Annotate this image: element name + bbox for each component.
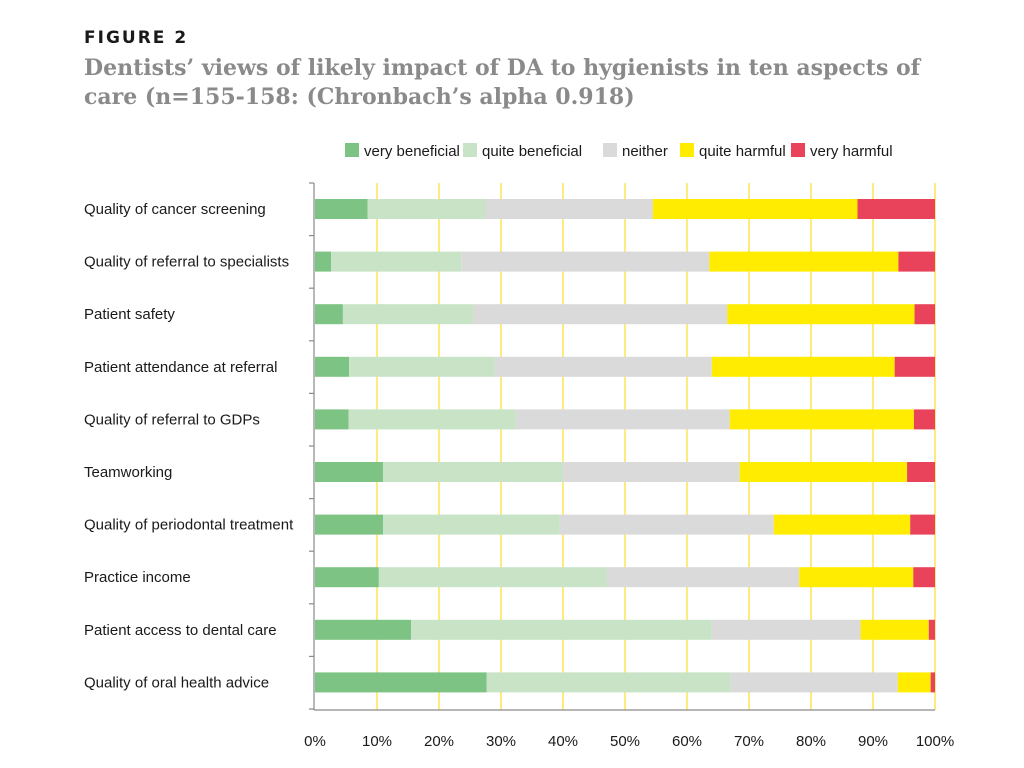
bar-segment bbox=[857, 199, 935, 219]
legend-swatch bbox=[463, 143, 477, 157]
bars bbox=[315, 199, 935, 693]
x-tick-label: 100% bbox=[916, 733, 954, 750]
bar-segment bbox=[411, 619, 712, 640]
bar-segment bbox=[730, 672, 898, 693]
x-tick-label: 60% bbox=[672, 733, 702, 750]
bar-segment bbox=[860, 619, 929, 640]
bar-segment bbox=[315, 356, 350, 377]
bar-segment bbox=[367, 199, 486, 219]
bar-segment bbox=[729, 409, 914, 430]
bar-segment bbox=[930, 672, 935, 693]
legend-swatch bbox=[791, 143, 805, 157]
bar-segment bbox=[494, 356, 712, 377]
bar-segment bbox=[383, 514, 560, 535]
bar-segment bbox=[315, 567, 379, 588]
x-tick-label: 80% bbox=[796, 733, 826, 750]
legend-swatch bbox=[345, 143, 359, 157]
bar-segment bbox=[315, 462, 384, 482]
x-tick-label: 10% bbox=[362, 733, 392, 750]
bar-segment bbox=[342, 304, 474, 325]
bar-segment bbox=[315, 514, 384, 535]
bar-segment bbox=[378, 567, 608, 588]
bar-segment bbox=[894, 356, 935, 377]
figure-label: FIGURE 2 bbox=[84, 28, 189, 48]
bar-segment bbox=[461, 251, 710, 272]
bar-segment bbox=[773, 514, 911, 535]
category-label: Teamworking bbox=[84, 464, 172, 481]
x-tick-label: 90% bbox=[858, 733, 888, 750]
x-tick-label: 50% bbox=[610, 733, 640, 750]
x-tick-label: 70% bbox=[734, 733, 764, 750]
category-label: Quality of referral to specialists bbox=[84, 254, 289, 271]
bar-segment bbox=[652, 199, 858, 219]
legend-swatch bbox=[603, 143, 617, 157]
bar-segment bbox=[907, 462, 935, 482]
bar-segment bbox=[914, 304, 935, 325]
bar-segment bbox=[559, 514, 774, 535]
legend-label: very beneficial bbox=[364, 143, 460, 160]
bar-segment bbox=[315, 304, 343, 325]
x-tick-labels: 0% 10% 20% 30% 40% 50% 60% 70% 80% 90% 100% bbox=[304, 733, 954, 750]
legend-label: very harmful bbox=[810, 143, 893, 160]
legend-swatch bbox=[680, 143, 694, 157]
legend: very beneficial quite beneficial neither qu… bbox=[345, 143, 893, 160]
category-label: Quality of oral health advice bbox=[84, 674, 269, 691]
x-tick-label: 40% bbox=[548, 733, 578, 750]
bar-segment bbox=[348, 409, 516, 430]
axes bbox=[309, 182, 935, 711]
bar-segment bbox=[607, 567, 800, 588]
bar-segment bbox=[913, 567, 935, 588]
legend-label: quite beneficial bbox=[482, 143, 582, 160]
bar-segment bbox=[315, 672, 487, 693]
bar-segment bbox=[910, 514, 935, 535]
bar-segment bbox=[315, 619, 412, 640]
bar-segment bbox=[711, 356, 895, 377]
bar-segment bbox=[928, 619, 935, 640]
bar-segment bbox=[727, 304, 915, 325]
category-label: Patient safety bbox=[84, 306, 175, 323]
legend-label: quite harmful bbox=[699, 143, 786, 160]
bar-segment bbox=[709, 251, 899, 272]
bar-segment bbox=[913, 409, 935, 430]
category-label: Practice income bbox=[84, 569, 191, 586]
figure-title: Dentists’ views of likely impact of DA t… bbox=[84, 55, 921, 110]
legend-label: neither bbox=[622, 143, 668, 160]
x-tick-label: 0% bbox=[304, 733, 326, 750]
x-tick-label: 20% bbox=[424, 733, 454, 750]
x-tick-label: 30% bbox=[486, 733, 516, 750]
category-label: Patient attendance at referral bbox=[84, 359, 277, 376]
bar-segment bbox=[315, 251, 332, 272]
bar-segment bbox=[799, 567, 914, 588]
category-label: Quality of periodontal treatment bbox=[84, 517, 294, 534]
bar-segment bbox=[897, 672, 931, 693]
bar-segment bbox=[515, 409, 730, 430]
bar-segment bbox=[898, 251, 935, 272]
bar-segment bbox=[383, 462, 563, 482]
category-label: Quality of referral to GDPs bbox=[84, 411, 260, 428]
bar-segment bbox=[485, 199, 653, 219]
category-label: Patient access to dental care bbox=[84, 622, 277, 639]
bar-segment bbox=[315, 409, 349, 430]
bar-segment bbox=[563, 462, 740, 482]
category-label: Quality of cancer screening bbox=[84, 201, 266, 218]
bar-segment bbox=[711, 619, 861, 640]
bar-segment bbox=[473, 304, 728, 325]
bar-segment bbox=[486, 672, 731, 693]
category-labels: Quality of cancer screening Quality of re… bbox=[84, 201, 294, 691]
bar-segment bbox=[349, 356, 495, 377]
bar-segment bbox=[315, 199, 368, 219]
bar-segment bbox=[739, 462, 908, 482]
bar-segment bbox=[331, 251, 462, 272]
